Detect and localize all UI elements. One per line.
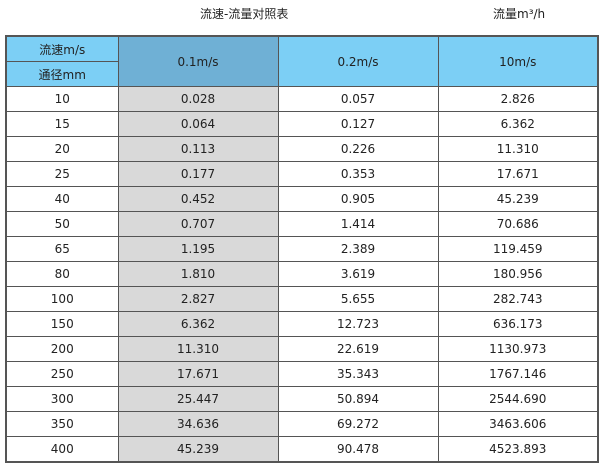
flow-cell: 90.478 [277,436,439,463]
flow-cell: 2.827 [117,286,279,312]
flow-cell: 0.353 [277,161,439,187]
flow-table: 流速m/s 0.1m/s 0.2m/s 10m/s 通径mm 10 0.028 0.… [5,35,599,463]
table-row: 100 2.827 5.655 282.743 [5,286,599,312]
flow-cell: 0.226 [277,136,439,162]
flow-cell: 2544.690 [437,386,599,412]
table-row: 20 0.113 0.226 11.310 [5,136,599,162]
velocity-header: 流速m/s [5,35,119,62]
flow-cell: 180.956 [437,261,599,287]
table-row: 150 6.362 12.723 636.173 [5,311,599,337]
diameter-cell: 400 [5,436,119,463]
diameter-cell: 80 [5,261,119,287]
flow-cell: 17.671 [437,161,599,187]
flow-cell: 0.177 [117,161,279,187]
flow-cell: 0.905 [277,186,439,212]
flow-cell: 1.195 [117,236,279,262]
flow-cell: 25.447 [117,386,279,412]
flow-cell: 1130.973 [437,336,599,362]
flow-cell: 282.743 [437,286,599,312]
flow-cell: 11.310 [437,136,599,162]
diameter-cell: 250 [5,361,119,387]
table-row: 65 1.195 2.389 119.459 [5,236,599,262]
flow-cell: 34.636 [117,411,279,437]
flow-cell: 50.894 [277,386,439,412]
flow-cell: 70.686 [437,211,599,237]
flow-cell: 45.239 [117,436,279,463]
flow-cell: 3.619 [277,261,439,287]
table-row: 400 45.239 90.478 4523.893 [5,436,599,463]
table-row: 250 17.671 35.343 1767.146 [5,361,599,387]
flow-cell: 6.362 [117,311,279,337]
flow-cell: 2.389 [277,236,439,262]
flow-cell: 3463.606 [437,411,599,437]
flow-cell: 69.272 [277,411,439,437]
flow-cell: 45.239 [437,186,599,212]
diameter-cell: 200 [5,336,119,362]
diameter-cell: 20 [5,136,119,162]
flow-cell: 1.414 [277,211,439,237]
table-row: 10 0.028 0.057 2.826 [5,86,599,112]
table-row: 350 34.636 69.272 3463.606 [5,411,599,437]
table-row: 200 11.310 22.619 1130.973 [5,336,599,362]
flow-cell: 0.452 [117,186,279,212]
flow-cell: 17.671 [117,361,279,387]
unit-label: 流量m³/h [493,7,546,21]
flow-cell: 1767.146 [437,361,599,387]
flow-cell: 636.173 [437,311,599,337]
flow-cell: 0.127 [277,111,439,137]
flow-cell: 6.362 [437,111,599,137]
diameter-header: 通径mm [5,61,119,87]
table-row: 50 0.707 1.414 70.686 [5,211,599,237]
table-row: 15 0.064 0.127 6.362 [5,111,599,137]
table-row: 300 25.447 50.894 2544.690 [5,386,599,412]
table-row: 25 0.177 0.353 17.671 [5,161,599,187]
flow-cell: 0.113 [117,136,279,162]
table-title: 流速-流量对照表 [200,7,289,21]
diameter-cell: 25 [5,161,119,187]
flow-cell: 4523.893 [437,436,599,463]
flow-cell: 119.459 [437,236,599,262]
flow-cell: 1.810 [117,261,279,287]
table-row: 80 1.810 3.619 180.956 [5,261,599,287]
flow-cell: 0.028 [117,86,279,112]
column-header: 10m/s [437,35,599,87]
flow-cell: 11.310 [117,336,279,362]
column-header: 0.1m/s [117,35,279,87]
diameter-cell: 15 [5,111,119,137]
diameter-cell: 10 [5,86,119,112]
flow-cell: 0.064 [117,111,279,137]
flow-cell: 0.707 [117,211,279,237]
diameter-cell: 150 [5,311,119,337]
flow-cell: 5.655 [277,286,439,312]
flow-cell: 12.723 [277,311,439,337]
flow-cell: 35.343 [277,361,439,387]
column-header: 0.2m/s [277,35,439,87]
diameter-cell: 300 [5,386,119,412]
flow-cell: 0.057 [277,86,439,112]
diameter-cell: 40 [5,186,119,212]
diameter-cell: 350 [5,411,119,437]
diameter-cell: 50 [5,211,119,237]
diameter-cell: 65 [5,236,119,262]
flow-cell: 22.619 [277,336,439,362]
flow-cell: 2.826 [437,86,599,112]
table-row: 40 0.452 0.905 45.239 [5,186,599,212]
diameter-cell: 100 [5,286,119,312]
